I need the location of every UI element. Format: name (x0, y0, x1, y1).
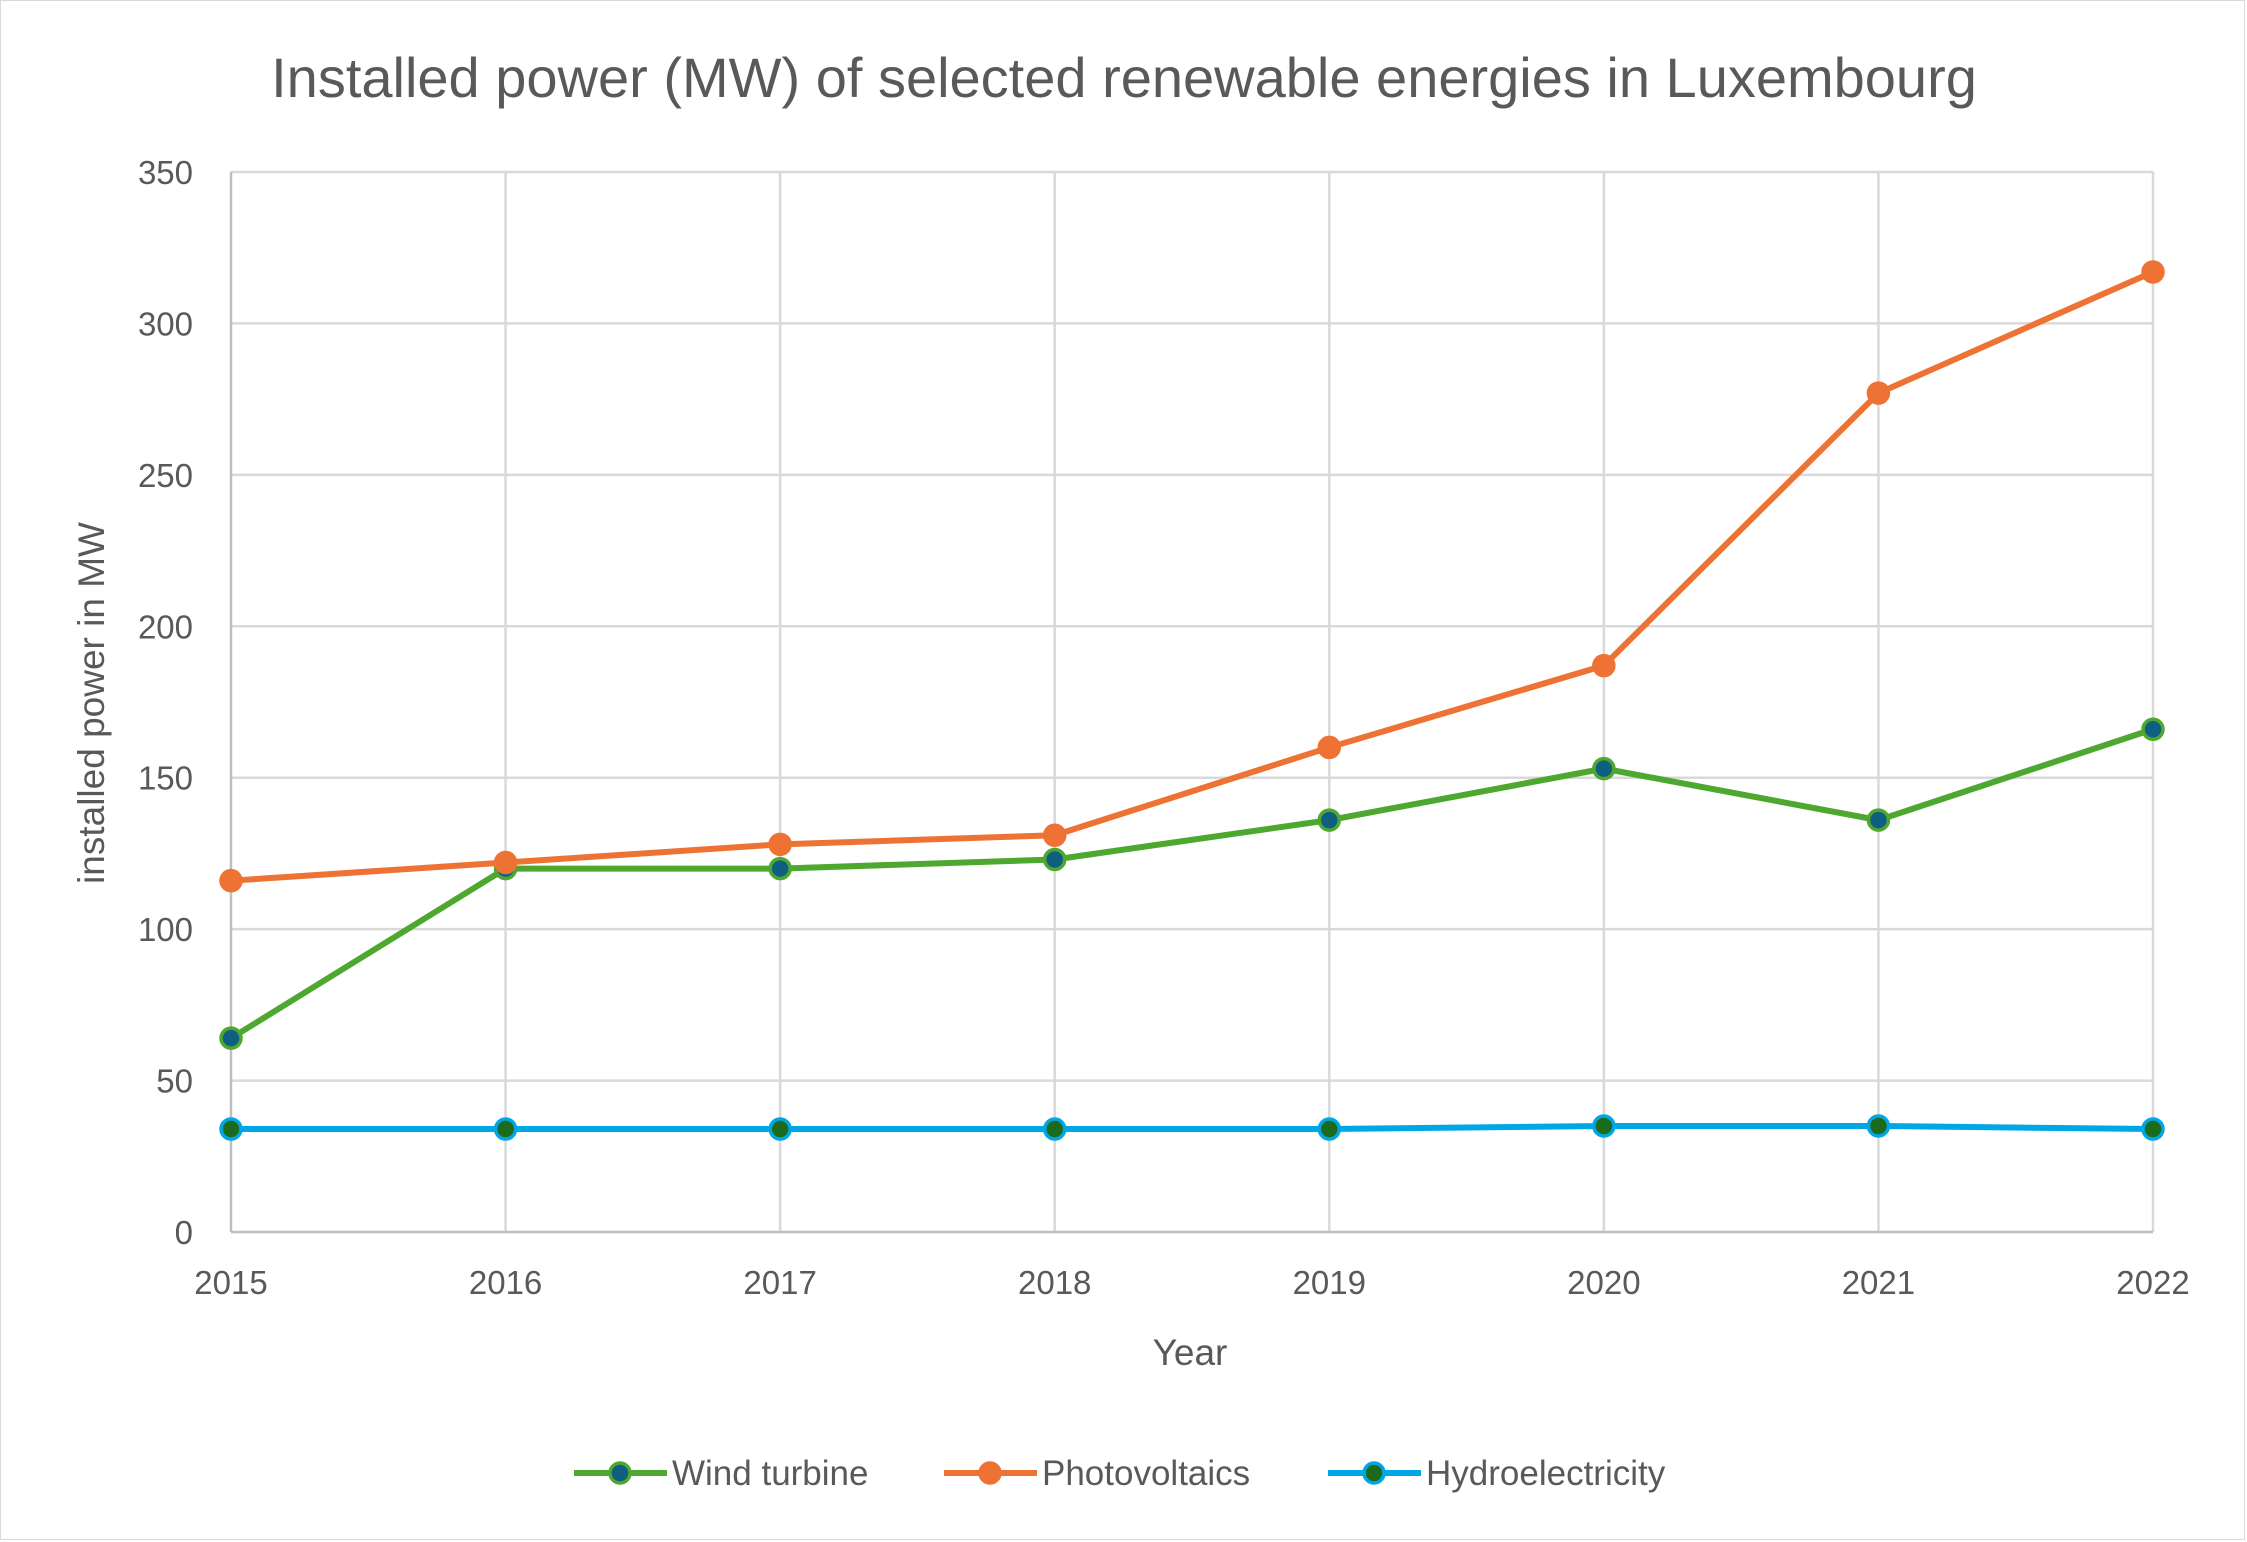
x-tick-label: 2019 (1293, 1264, 1366, 1301)
x-axis-title: Year (1153, 1332, 1228, 1373)
legend-swatch-marker (608, 1461, 632, 1485)
data-point-hydroelectricity (1592, 1114, 1616, 1138)
data-point-photovoltaics (219, 868, 243, 893)
data-point-wind-turbine (1592, 756, 1616, 781)
series-hydroelectricity (219, 1114, 2165, 1141)
x-tick-label: 2016 (469, 1264, 542, 1301)
data-point-wind-turbine (1042, 847, 1067, 872)
x-tick-label: 2015 (194, 1264, 267, 1301)
legend-item-hydroelectricity: Hydroelectricity (1328, 1454, 1666, 1493)
data-point-photovoltaics (1042, 823, 1067, 848)
data-point-wind-turbine (768, 856, 792, 881)
axes (229, 172, 2153, 1234)
data-point-wind-turbine (219, 1026, 243, 1050)
series-photovoltaics (219, 260, 2165, 893)
legend-swatch-marker (978, 1461, 1002, 1485)
legend-label: Wind turbine (672, 1454, 868, 1493)
data-point-wind-turbine (2141, 717, 2165, 742)
data-point-hydroelectricity (768, 1117, 792, 1141)
data-point-photovoltaics (1866, 381, 1891, 405)
y-tick-label: 100 (138, 911, 193, 948)
y-tick-label: 200 (138, 608, 193, 645)
gridlines (231, 170, 2155, 1232)
y-tick-label: 150 (138, 760, 193, 797)
series-line-hydroelectricity (228, 1123, 2156, 1133)
y-axis-title: installed power in MW (71, 522, 112, 884)
y-tick-label: 250 (138, 457, 193, 494)
series-line-wind-turbine (228, 726, 2156, 1042)
series-lines (219, 260, 2165, 1141)
x-tick-label: 2022 (2116, 1264, 2189, 1301)
data-point-photovoltaics (493, 850, 518, 875)
y-tick-label: 50 (156, 1063, 193, 1100)
x-tick-label: 2018 (1018, 1264, 1091, 1301)
legend-item-wind-turbine: Wind turbine (574, 1454, 868, 1493)
legend-item-photovoltaics: Photovoltaics (944, 1454, 1250, 1493)
data-point-hydroelectricity (1042, 1117, 1067, 1141)
data-point-hydroelectricity (2141, 1117, 2165, 1141)
x-tick-label: 2017 (743, 1264, 816, 1301)
y-tick-label: 350 (138, 154, 193, 191)
y-tick-label: 0 (175, 1214, 193, 1251)
chart-title: Installed power (MW) of selected renewab… (271, 46, 1977, 109)
data-point-photovoltaics (1317, 735, 1342, 760)
data-point-hydroelectricity (219, 1117, 243, 1141)
data-point-wind-turbine (1317, 808, 1342, 832)
tick-labels: 0 50 100 150 200 250 300 350 2015 2016 2017 2018 201… (138, 154, 2190, 1301)
data-point-hydroelectricity (493, 1117, 518, 1141)
data-point-photovoltaics (768, 832, 792, 857)
legend-swatch-marker (1362, 1461, 1386, 1485)
legend-label: Photovoltaics (1042, 1454, 1250, 1493)
data-point-photovoltaics (2141, 260, 2165, 284)
series-wind-turbine (219, 717, 2165, 1050)
data-point-hydroelectricity (1866, 1114, 1891, 1138)
series-line-photovoltaics (228, 268, 2156, 884)
data-point-wind-turbine (1866, 808, 1891, 832)
data-point-photovoltaics (1592, 653, 1616, 678)
y-tick-label: 300 (138, 305, 193, 342)
data-point-hydroelectricity (1317, 1117, 1342, 1141)
x-tick-label: 2021 (1842, 1264, 1915, 1301)
legend: Wind turbine Photovoltaics Hydroelectricit… (574, 1454, 1666, 1493)
x-tick-label: 2020 (1567, 1264, 1640, 1301)
legend-label: Hydroelectricity (1426, 1454, 1666, 1493)
